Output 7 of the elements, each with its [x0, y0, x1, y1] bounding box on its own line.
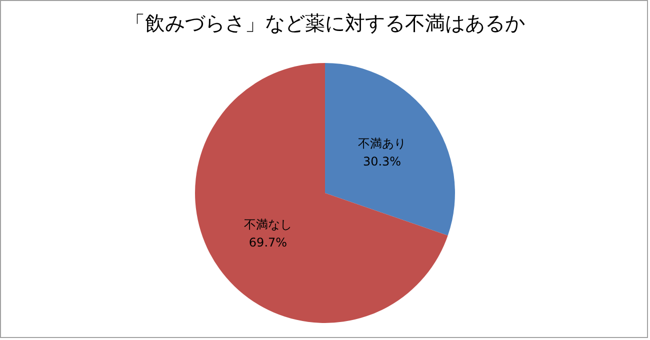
data-label: 30.3%: [362, 154, 402, 168]
pie-slice: [325, 63, 455, 236]
pie-slice: [195, 63, 448, 323]
chart-title: 「飲みづらさ」など薬に対する不満はあるか: [125, 11, 525, 35]
data-label: 69.7%: [248, 236, 288, 250]
slice-label: 不満あり: [358, 136, 406, 150]
slice-label: 不満なし: [244, 218, 292, 232]
